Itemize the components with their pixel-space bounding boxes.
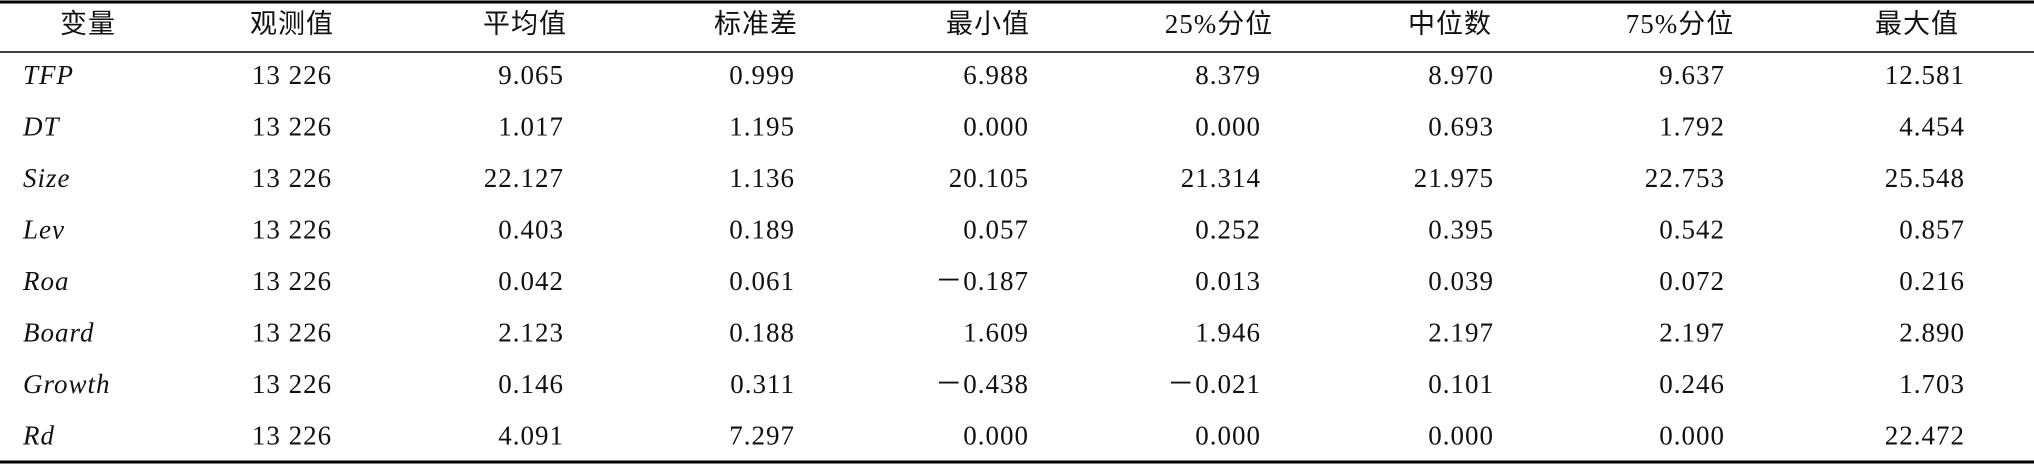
cell: 2.197 bbox=[1428, 318, 1494, 348]
cell: 0.188 bbox=[729, 318, 795, 348]
cell: 13 226 bbox=[252, 369, 332, 399]
cell: 21.314 bbox=[1181, 163, 1261, 193]
cell: 0.216 bbox=[1899, 266, 1965, 296]
cell: －0.187 bbox=[935, 266, 1029, 296]
cell: 25.548 bbox=[1885, 163, 1965, 193]
cell: －0.438 bbox=[935, 369, 1029, 399]
cell: 4.091 bbox=[498, 421, 564, 451]
cell: 0.039 bbox=[1428, 266, 1494, 296]
cell: 22.472 bbox=[1885, 421, 1965, 451]
cell: 8.970 bbox=[1428, 60, 1494, 90]
cell: 0.000 bbox=[1195, 421, 1261, 451]
cell: 0.252 bbox=[1195, 215, 1261, 245]
cell: 13 226 bbox=[252, 163, 332, 193]
cell: 0.146 bbox=[498, 369, 564, 399]
cell: 8.379 bbox=[1195, 60, 1261, 90]
cell: 9.637 bbox=[1659, 60, 1725, 90]
cell: 0.042 bbox=[498, 266, 564, 296]
cell: 22.127 bbox=[484, 163, 564, 193]
cell: 2.197 bbox=[1659, 318, 1725, 348]
cell: 0.189 bbox=[729, 215, 795, 245]
cell: 0.999 bbox=[729, 60, 795, 90]
cell: 0.246 bbox=[1659, 369, 1725, 399]
cell: 0.395 bbox=[1428, 215, 1494, 245]
header-cell: 观测值 bbox=[250, 9, 334, 39]
cell: 9.065 bbox=[498, 60, 564, 90]
header-cell: 平均值 bbox=[483, 9, 567, 39]
cell: 1.946 bbox=[1195, 318, 1261, 348]
cell: 1.703 bbox=[1899, 369, 1965, 399]
cell: 13 226 bbox=[252, 215, 332, 245]
variable-name: Rd bbox=[22, 421, 55, 451]
cell: 0.857 bbox=[1899, 215, 1965, 245]
cell: 0.072 bbox=[1659, 266, 1725, 296]
variable-name: Lev bbox=[22, 215, 65, 245]
cell: 0.101 bbox=[1428, 369, 1494, 399]
cell: 0.061 bbox=[729, 266, 795, 296]
cell: 13 226 bbox=[252, 112, 332, 142]
header-cell: 标准差 bbox=[714, 9, 798, 39]
header-cell: 25%分位 bbox=[1165, 9, 1274, 39]
variable-name: DT bbox=[22, 112, 60, 142]
cell: 13 226 bbox=[252, 266, 332, 296]
header-cell: 最小值 bbox=[946, 9, 1030, 39]
cell: 13 226 bbox=[252, 421, 332, 451]
cell: 0.000 bbox=[1659, 421, 1725, 451]
cell: 22.753 bbox=[1645, 163, 1725, 193]
cell: 0.000 bbox=[963, 421, 1029, 451]
cell: 1.136 bbox=[729, 163, 795, 193]
variable-name: Size bbox=[23, 163, 71, 193]
cell: 0.542 bbox=[1659, 215, 1725, 245]
cell: 6.988 bbox=[963, 60, 1029, 90]
cell: 0.000 bbox=[1195, 112, 1261, 142]
cell: 0.013 bbox=[1195, 266, 1261, 296]
cell: 0.000 bbox=[1428, 421, 1494, 451]
cell: 0.403 bbox=[498, 215, 564, 245]
cell: －0.021 bbox=[1167, 369, 1261, 399]
cell: 1.017 bbox=[498, 112, 564, 142]
cell: 0.057 bbox=[963, 215, 1029, 245]
cell: 21.975 bbox=[1414, 163, 1494, 193]
cell: 2.123 bbox=[498, 318, 564, 348]
header-cell: 变量 bbox=[60, 9, 116, 39]
header-cell: 最大值 bbox=[1875, 9, 1959, 39]
variable-name: Roa bbox=[22, 266, 70, 296]
cell: 0.000 bbox=[963, 112, 1029, 142]
cell: 4.454 bbox=[1899, 112, 1965, 142]
cell: 13 226 bbox=[252, 60, 332, 90]
cell: 1.195 bbox=[729, 112, 795, 142]
cell: 1.609 bbox=[963, 318, 1029, 348]
cell: 7.297 bbox=[729, 421, 795, 451]
cell: 13 226 bbox=[252, 318, 332, 348]
variable-name: Board bbox=[23, 318, 95, 348]
cell: 12.581 bbox=[1885, 60, 1965, 90]
cell: 20.105 bbox=[949, 163, 1029, 193]
cell: 0.693 bbox=[1428, 112, 1494, 142]
cell: 1.792 bbox=[1659, 112, 1725, 142]
header-cell: 75%分位 bbox=[1626, 9, 1735, 39]
variable-name: TFP bbox=[23, 60, 74, 90]
cell: 0.311 bbox=[730, 369, 795, 399]
cell: 2.890 bbox=[1899, 318, 1965, 348]
header-cell: 中位数 bbox=[1408, 9, 1492, 39]
variable-name: Growth bbox=[23, 369, 111, 399]
